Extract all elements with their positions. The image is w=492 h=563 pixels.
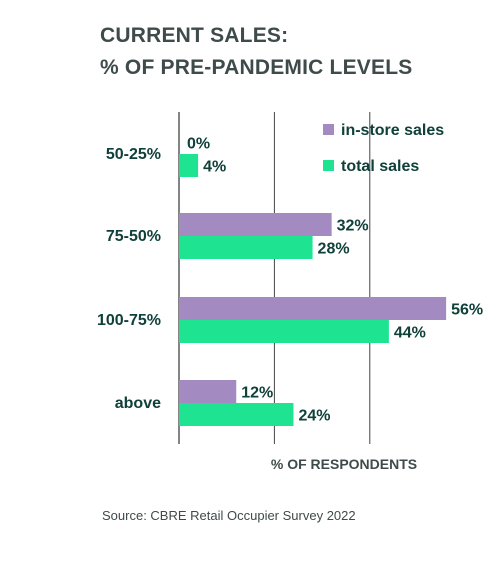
category-label: 50-25% <box>106 146 161 163</box>
source-note: Source: CBRE Retail Occupier Survey 2022 <box>102 508 356 523</box>
bar-total <box>179 403 294 426</box>
category-label: 75-50% <box>106 228 161 245</box>
legend-label: total sales <box>341 158 419 175</box>
data-label: 0% <box>187 136 210 153</box>
data-label: 24% <box>298 408 330 425</box>
data-label: 44% <box>394 325 426 342</box>
data-label: 28% <box>318 241 350 258</box>
data-label: 56% <box>451 302 483 319</box>
legend-swatch-in-store <box>323 124 334 135</box>
bar-in-store <box>179 213 332 236</box>
legend-label: in-store sales <box>341 122 444 139</box>
data-label: 32% <box>337 218 369 235</box>
legend-swatch-total <box>323 160 334 171</box>
category-label: above <box>115 395 161 412</box>
bar-in-store <box>179 380 237 403</box>
bar-total <box>179 320 389 343</box>
bar-total <box>179 154 199 177</box>
data-label: 4% <box>203 159 226 176</box>
chart-title-line-2: % OF PRE-PANDEMIC LEVELS <box>100 56 413 79</box>
category-label: 100-75% <box>97 312 161 329</box>
data-label: 12% <box>241 385 273 402</box>
x-axis-label: % OF RESPONDENTS <box>271 456 417 472</box>
chart-title-line-1: CURRENT SALES: <box>100 24 289 47</box>
bar-in-store <box>179 297 447 320</box>
bar-total <box>179 236 313 259</box>
